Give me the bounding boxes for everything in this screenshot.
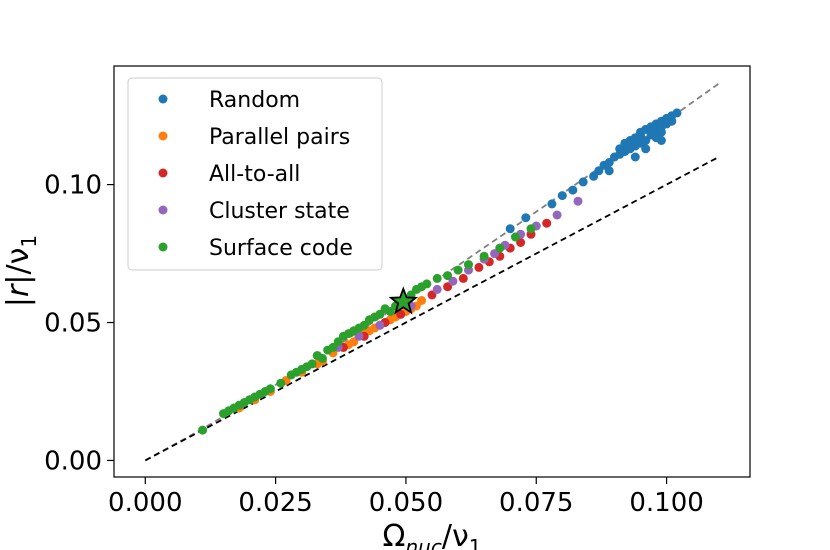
- series-5: [198, 224, 536, 435]
- legend-marker: [158, 242, 168, 252]
- legend-label: All-to-all: [209, 162, 300, 187]
- plot-frame: [113, 65, 751, 478]
- x-axis-label: Ωnuc/ν1: [383, 519, 482, 550]
- data-point: [239, 398, 249, 407]
- data-point: [453, 265, 463, 275]
- x-tick-label: 0.075: [499, 488, 573, 518]
- data-point: [641, 144, 651, 154]
- data-point: [458, 273, 468, 283]
- legend-marker: [158, 94, 168, 104]
- data-point: [260, 387, 270, 396]
- y-tick-label: 0.05: [44, 309, 102, 339]
- data-point: [526, 224, 536, 234]
- x-tick-label: 0.025: [238, 488, 312, 518]
- data-point: [432, 284, 442, 294]
- data-point: [224, 406, 234, 416]
- data-point: [568, 185, 578, 195]
- legend-box: [127, 77, 383, 271]
- data-point: [578, 177, 588, 187]
- legend-label: Parallel pairs: [209, 125, 350, 150]
- highlight-star-marker: [388, 286, 419, 315]
- legend-marker: [158, 205, 168, 215]
- data-point: [510, 232, 520, 242]
- data-point: [432, 273, 442, 283]
- data-point: [464, 260, 473, 270]
- x-tick-label: 0.100: [629, 488, 703, 518]
- axis-ticks: 0.000 0.025 0.050 0.075 0.100 0.00 0.05 0.10: [44, 171, 704, 518]
- data-point: [375, 320, 385, 330]
- data-point: [573, 196, 583, 206]
- data-point: [557, 191, 567, 201]
- chart-marks: [144, 82, 720, 462]
- data-point: [656, 127, 666, 137]
- series-1: [505, 108, 682, 234]
- data-point: [521, 213, 531, 223]
- data-point: [396, 309, 406, 319]
- data-point: [479, 251, 489, 261]
- data-point: [495, 243, 505, 253]
- data-point: [672, 108, 682, 118]
- data-point: [448, 276, 458, 286]
- data-point: [547, 199, 557, 209]
- y-tick-label: 0.00: [44, 446, 102, 476]
- reference-line-2: [144, 156, 720, 462]
- y-tick-label: 0.10: [44, 171, 102, 201]
- data-point: [542, 218, 552, 228]
- x-tick-label: 0.000: [108, 488, 182, 518]
- legend-marker: [158, 131, 168, 141]
- legend-label: Cluster state: [209, 199, 350, 224]
- data-point: [656, 136, 666, 145]
- legend-label: Surface code: [209, 236, 353, 261]
- data-point: [552, 210, 562, 220]
- legend: Random Parallel pairs All-to-all Cluster st…: [127, 77, 383, 271]
- y-axis-label: |r|/ν1: [1, 235, 41, 307]
- data-point: [417, 296, 427, 305]
- x-tick-label: 0.050: [369, 488, 443, 518]
- data-point: [474, 262, 484, 272]
- data-point: [604, 166, 614, 176]
- data-point: [297, 364, 307, 374]
- data-point: [198, 425, 208, 435]
- data-point: [307, 359, 317, 369]
- data-point: [505, 224, 515, 234]
- data-point: [318, 353, 327, 363]
- data-point: [443, 271, 453, 281]
- legend-marker: [158, 168, 168, 178]
- legend-label: Random: [209, 88, 300, 113]
- data-point: [630, 152, 640, 162]
- data-point: [422, 279, 432, 289]
- data-point: [276, 378, 286, 388]
